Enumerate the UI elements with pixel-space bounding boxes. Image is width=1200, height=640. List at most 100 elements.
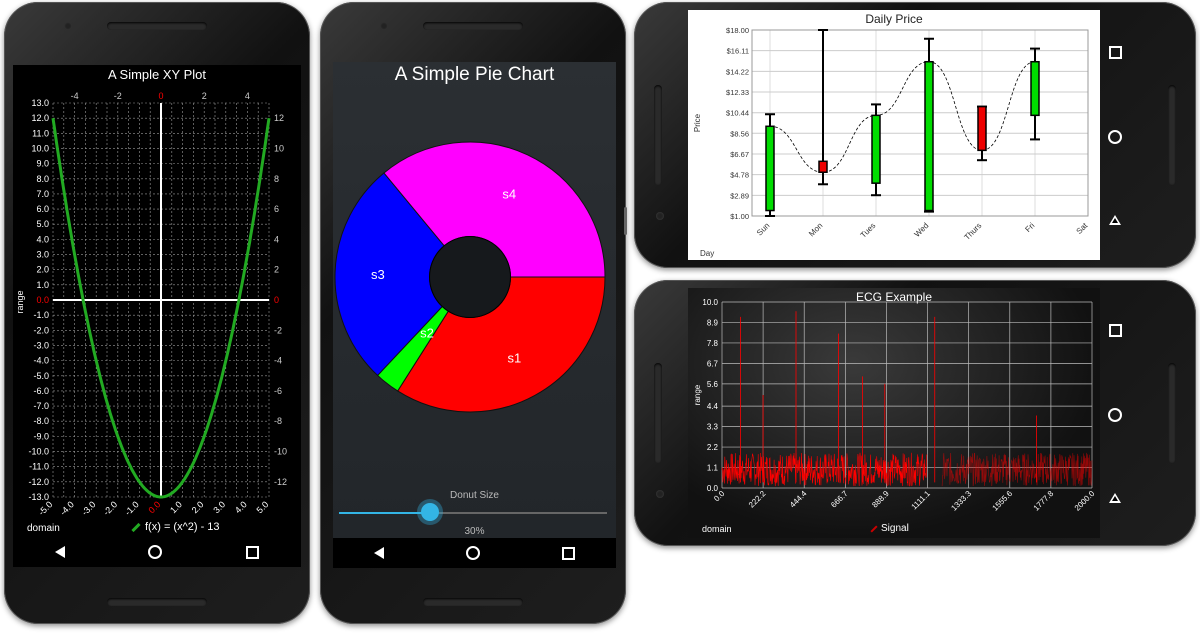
- y-tick-label: -11.0: [29, 462, 49, 472]
- x-tick-label: Fri: [1023, 221, 1036, 234]
- home-icon[interactable]: [1108, 129, 1122, 144]
- y-tick-label: 8.0: [36, 174, 49, 184]
- home-icon[interactable]: [148, 545, 163, 559]
- x-tick-label: Wed: [913, 221, 931, 239]
- speaker: [107, 22, 207, 30]
- ecg-legend-label: Signal: [881, 523, 909, 534]
- y-tick-label: $12.33: [726, 88, 749, 97]
- y-tick-label: -6.0: [33, 386, 49, 396]
- candle-body: [977, 105, 987, 152]
- plot-border: [751, 29, 1089, 217]
- x-tick-label: 5.0: [254, 499, 270, 515]
- phone-pie-chart: A Simple Pie Chart s1 s2 s3 s4 Donut Size 3…: [320, 2, 627, 624]
- x-tick-label: 2000.0: [1073, 489, 1097, 513]
- x-tick-label: 888.9: [870, 489, 891, 510]
- y-tick-label: -1.0: [33, 310, 49, 320]
- phone-ecg: ECG Example 10.0 8.9 7.8 6.7 5.6 4.4 3.3 2.2 1.1…: [634, 280, 1196, 546]
- camera: [656, 490, 664, 498]
- phone-candlestick: Daily Price $18.00 $16.11 $14.22 $12.33 $10.…: [634, 2, 1196, 268]
- donut-size-value: 30%: [464, 526, 485, 537]
- speaker-right: [1168, 363, 1176, 463]
- top-tick-label: 0: [158, 91, 163, 101]
- slider-fill: [339, 512, 429, 514]
- y-tick-label: 10.0: [702, 298, 718, 307]
- candle-chart: $18.00 $16.11 $14.22 $12.33 $10.44 $8.56 $6.67…: [693, 26, 1090, 258]
- y-tick-label: 4.0: [36, 234, 49, 244]
- y-tick-label: 5.0: [36, 219, 49, 229]
- x-tick-label: 3.0: [211, 499, 227, 515]
- home-icon[interactable]: [1108, 407, 1122, 422]
- y-tick-label: 8.9: [707, 318, 719, 327]
- nav-bar: [13, 537, 301, 567]
- y-tick-label: $4.78: [730, 171, 749, 180]
- donut-size-slider[interactable]: [339, 503, 607, 521]
- ecg-chart: 10.08.97.86.75.64.43.32.21.10.00.0 222.2 4…: [693, 298, 1097, 513]
- right-tick-label: 6: [274, 204, 279, 214]
- x-axis-label: Day: [700, 249, 714, 258]
- nav-bar: [1100, 10, 1130, 260]
- x-tick-label: -4.0: [58, 499, 76, 517]
- x-tick-label: -3.0: [80, 499, 98, 517]
- y-tick-label: 12.0: [31, 113, 49, 123]
- recent-apps-icon[interactable]: [1108, 45, 1122, 59]
- y-tick-label: $16.11: [727, 47, 749, 56]
- y-tick-label: -3.0: [33, 340, 49, 350]
- right-tick-label: -2: [274, 325, 282, 335]
- y-tick-label: -5.0: [33, 371, 49, 381]
- slice-label: s4: [502, 187, 516, 202]
- recent-apps-icon[interactable]: [246, 545, 260, 559]
- xy-plot-title: A Simple XY Plot: [107, 67, 207, 82]
- x-tick-label: 1111.1: [910, 489, 933, 512]
- speaker-bottom: [107, 598, 207, 606]
- right-tick-label: -12: [274, 477, 287, 487]
- top-tick-label: 2: [202, 91, 207, 101]
- candle-body: [871, 114, 881, 184]
- nav-bar: [1100, 288, 1130, 538]
- right-tick-label: 4: [274, 234, 279, 244]
- back-icon[interactable]: [374, 547, 384, 559]
- back-icon[interactable]: [54, 546, 65, 558]
- recent-apps-icon[interactable]: [562, 546, 575, 560]
- x-tick-label: -5.0: [36, 499, 54, 517]
- nav-bar: [333, 538, 616, 568]
- slider-thumb[interactable]: [421, 503, 439, 521]
- camera: [656, 212, 664, 220]
- x-tick-label: 1.0: [168, 499, 184, 515]
- back-icon[interactable]: [1109, 492, 1121, 503]
- recent-apps-icon[interactable]: [1108, 323, 1122, 337]
- camera: [380, 22, 388, 30]
- y-tick-label: -13.0: [28, 492, 49, 502]
- candle-body: [1030, 60, 1040, 117]
- x-tick-label: -1.0: [123, 499, 141, 517]
- ecg-domain-label: domain: [702, 524, 732, 534]
- x-tick-label: 4.0: [233, 499, 249, 515]
- candle-body: [924, 60, 934, 212]
- slice-label: s1: [508, 351, 522, 366]
- top-tick-label: 4: [245, 91, 250, 101]
- right-tick-label: -6: [274, 386, 282, 396]
- xy-plot-chart: 13.0 12.0 11.0 10.0 9.0 8.0 7.0 6.0 5.0 4.0 3.0 2.0…: [15, 91, 287, 517]
- x-tick-label: Sun: [755, 221, 771, 237]
- signal-trace: [941, 452, 1093, 487]
- x-tick-label: Thurs: [963, 221, 984, 242]
- right-tick-label: 0: [274, 295, 279, 305]
- speaker: [654, 85, 662, 185]
- x-tick-label: 222.2: [747, 489, 768, 510]
- right-tick-label: -10: [274, 447, 287, 457]
- right-tick-label: 8: [274, 174, 279, 184]
- x-tick-label: 0.0: [146, 499, 162, 515]
- pie-chart: s1 s2 s3 s4: [334, 141, 606, 413]
- y-tick-label: -12.0: [28, 477, 49, 487]
- y-tick-label: 0.0: [36, 295, 49, 305]
- right-tick-label: 10: [274, 143, 284, 153]
- y-tick-label: 10.0: [31, 143, 49, 153]
- right-tick-label: 2: [274, 265, 279, 275]
- y-tick-label: 6.0: [36, 204, 49, 214]
- top-tick-label: -2: [114, 91, 122, 101]
- y-tick-label: $10.44: [726, 109, 749, 118]
- home-icon[interactable]: [466, 546, 480, 560]
- back-icon[interactable]: [1109, 214, 1121, 225]
- ecg-range-label: range: [693, 384, 702, 405]
- x-tick-label: 444.4: [788, 489, 809, 510]
- right-tick-label: -8: [274, 416, 282, 426]
